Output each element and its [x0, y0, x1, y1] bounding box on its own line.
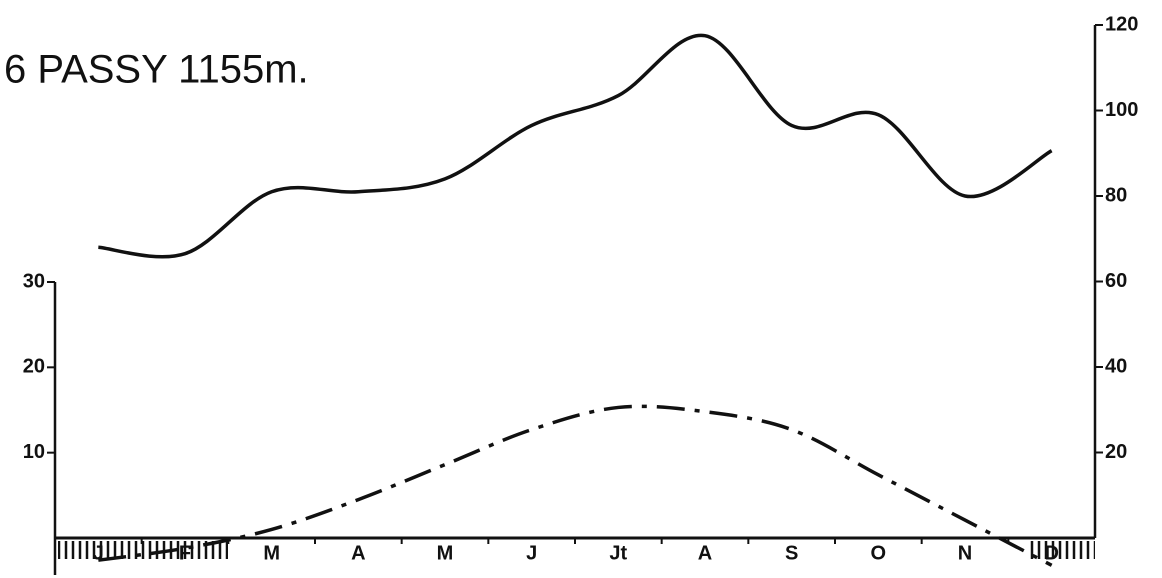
- x-tick-label: M: [437, 542, 454, 564]
- x-tick-label: Jt: [609, 542, 627, 564]
- x-tick-label: J: [526, 542, 537, 564]
- x-tick-label: M: [263, 542, 280, 564]
- y2-tick-label: 40: [1105, 355, 1127, 377]
- y-tick-label: 20: [23, 356, 45, 378]
- x-tick-label: S: [785, 542, 798, 564]
- y-tick-label: 10: [23, 441, 45, 463]
- x-tick-label: O: [871, 542, 887, 564]
- frost-hatch: [1030, 541, 1095, 559]
- x-tick-label: N: [958, 542, 972, 564]
- y2-tick-label: 120: [1105, 13, 1138, 35]
- x-tick-label: J: [93, 542, 104, 564]
- series-line: [98, 404, 1053, 567]
- y2-tick-label: 80: [1105, 184, 1127, 206]
- x-tick-label: A: [698, 542, 712, 564]
- x-tick-label: A: [351, 542, 365, 564]
- x-tick-label: F: [179, 542, 191, 564]
- frost-hatch: [58, 541, 228, 559]
- y2-tick-label: 60: [1105, 270, 1127, 292]
- series-line: [98, 33, 1053, 259]
- y2-tick-label: 100: [1105, 99, 1138, 121]
- x-tick-label: D: [1044, 542, 1058, 564]
- chart-title: 6 PASSY 1155m.: [4, 48, 309, 92]
- y2-tick-label: 20: [1105, 441, 1127, 463]
- y-tick-label: 30: [23, 270, 45, 292]
